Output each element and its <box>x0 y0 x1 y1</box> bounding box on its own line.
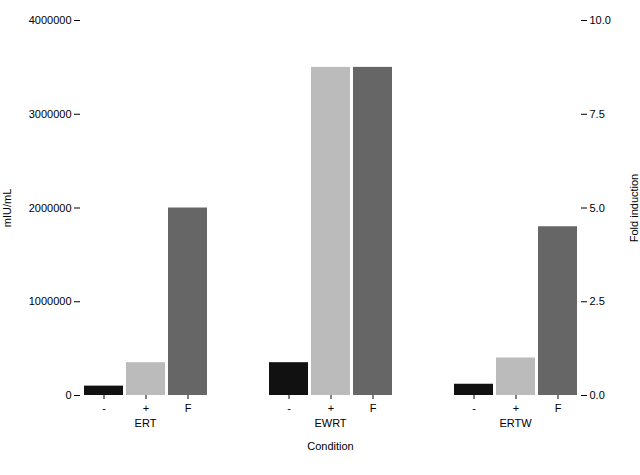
svg-text:F: F <box>555 402 562 414</box>
svg-text:5.0: 5.0 <box>590 202 605 214</box>
svg-text:ERTW: ERTW <box>499 417 532 429</box>
svg-text:1000000: 1000000 <box>29 295 72 307</box>
svg-text:+: + <box>513 402 519 414</box>
svg-text:-: - <box>102 402 106 414</box>
svg-text:0.0: 0.0 <box>590 389 605 401</box>
svg-text:-: - <box>287 402 291 414</box>
svg-text:10.0: 10.0 <box>590 14 611 26</box>
svg-text:mIU/mL: mIU/mL <box>1 189 13 228</box>
svg-text:-: - <box>472 402 476 414</box>
svg-text:Condition: Condition <box>307 440 353 452</box>
svg-text:+: + <box>328 402 334 414</box>
svg-text:EWRT: EWRT <box>314 417 346 429</box>
svg-text:4000000: 4000000 <box>29 14 72 26</box>
svg-text:+: + <box>143 402 149 414</box>
svg-text:F: F <box>185 402 192 414</box>
svg-text:2.5: 2.5 <box>590 295 605 307</box>
svg-text:ERT: ERT <box>135 417 157 429</box>
svg-text:F: F <box>370 402 377 414</box>
svg-text:7.5: 7.5 <box>590 108 605 120</box>
svg-text:3000000: 3000000 <box>29 108 72 120</box>
svg-text:2000000: 2000000 <box>29 202 72 214</box>
svg-text:0: 0 <box>65 389 71 401</box>
svg-text:Fold induction: Fold induction <box>628 174 640 243</box>
